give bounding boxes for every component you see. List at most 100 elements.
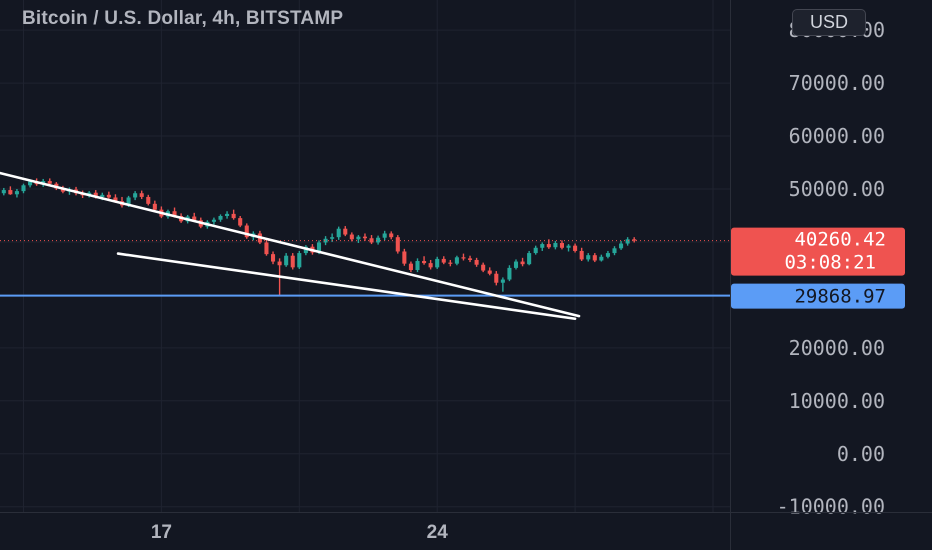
candle xyxy=(599,254,604,262)
currency-button[interactable]: USD xyxy=(792,9,866,36)
candle-body xyxy=(448,262,453,264)
candle xyxy=(218,214,223,222)
x-tick-label: 24 xyxy=(427,522,449,543)
candle-body xyxy=(500,279,505,283)
candle-body xyxy=(297,253,302,268)
candle-body xyxy=(553,243,558,248)
candle-body xyxy=(592,255,597,261)
candle xyxy=(494,271,499,286)
candle xyxy=(225,211,230,219)
candle-body xyxy=(579,250,584,260)
candle-body xyxy=(402,251,407,264)
candle-body xyxy=(172,211,177,217)
candle xyxy=(133,191,138,201)
candle-body xyxy=(619,243,624,249)
candle-body xyxy=(612,248,617,254)
candle-body xyxy=(225,213,230,217)
candle xyxy=(474,257,479,267)
candle-body xyxy=(441,258,446,263)
candle-body xyxy=(323,238,328,243)
y-tick-label: 0.00 xyxy=(837,442,885,466)
candle-body xyxy=(218,216,223,220)
chart-grid xyxy=(0,0,730,512)
candle xyxy=(8,186,13,195)
candle-body xyxy=(461,257,466,259)
candle-body xyxy=(481,264,486,271)
candle xyxy=(152,200,157,212)
candle-body xyxy=(113,197,118,202)
candle xyxy=(559,240,565,250)
candle xyxy=(579,247,584,262)
candle-body xyxy=(494,273,499,283)
candle xyxy=(435,256,440,269)
candle xyxy=(270,251,276,265)
candle xyxy=(422,256,427,265)
candle-body xyxy=(533,247,538,254)
candle-body xyxy=(376,237,381,243)
candle-body xyxy=(507,267,512,280)
candle xyxy=(527,250,532,266)
time-axis: 17 24 xyxy=(0,512,932,543)
candle xyxy=(362,233,368,241)
candle-body xyxy=(415,261,420,271)
candle-body xyxy=(428,263,433,268)
y-tick-label: 10000.00 xyxy=(789,389,885,413)
candle xyxy=(619,240,624,250)
candle-body xyxy=(192,216,197,221)
candle xyxy=(573,243,578,253)
candle-body xyxy=(408,263,413,271)
candle-body xyxy=(284,255,289,266)
candle xyxy=(343,226,348,237)
candle-body xyxy=(21,185,26,192)
candle-body xyxy=(1,190,6,194)
candle-body xyxy=(487,270,492,274)
candle xyxy=(336,226,341,240)
candle xyxy=(146,194,151,206)
candle xyxy=(238,216,243,228)
candle xyxy=(369,235,374,245)
candle xyxy=(349,232,354,242)
candle xyxy=(540,242,545,251)
candle-body xyxy=(231,213,236,219)
candle-body xyxy=(139,193,144,197)
candle-body xyxy=(559,243,565,248)
candle xyxy=(21,183,26,194)
candle-body xyxy=(330,237,335,239)
candle xyxy=(402,248,407,266)
y-tick-label: 60000.00 xyxy=(789,124,885,148)
candle-body xyxy=(47,181,52,184)
candle-body xyxy=(106,194,111,198)
candle xyxy=(461,253,466,261)
candle-body xyxy=(435,258,440,268)
candle-body xyxy=(270,254,276,262)
candle xyxy=(408,261,413,273)
candle-body xyxy=(264,242,269,255)
candle xyxy=(533,245,538,255)
candle xyxy=(513,259,519,270)
candle xyxy=(507,265,512,282)
candle-body xyxy=(362,236,368,239)
chart-title: Bitcoin / U.S. Dollar, 4h, BITSTAMP xyxy=(22,8,344,29)
candle-body xyxy=(395,237,400,252)
candle-body xyxy=(100,194,105,197)
candle xyxy=(605,250,610,259)
last-price-value: 40260.42 xyxy=(794,229,886,251)
candle xyxy=(14,189,19,198)
candle xyxy=(500,277,505,292)
candle-body xyxy=(277,261,282,266)
bar-countdown: 03:08:21 xyxy=(784,252,876,274)
x-tick-label: 17 xyxy=(151,522,172,543)
candle-body xyxy=(349,234,354,240)
candle-body xyxy=(520,261,525,265)
candle xyxy=(566,244,571,252)
candle xyxy=(428,259,433,270)
candle-body xyxy=(625,239,630,244)
candle-body xyxy=(540,244,545,248)
candle xyxy=(395,235,400,254)
candle xyxy=(586,253,591,262)
candle xyxy=(1,187,6,196)
candle xyxy=(454,255,459,266)
candle xyxy=(356,235,361,244)
candle xyxy=(290,253,295,270)
